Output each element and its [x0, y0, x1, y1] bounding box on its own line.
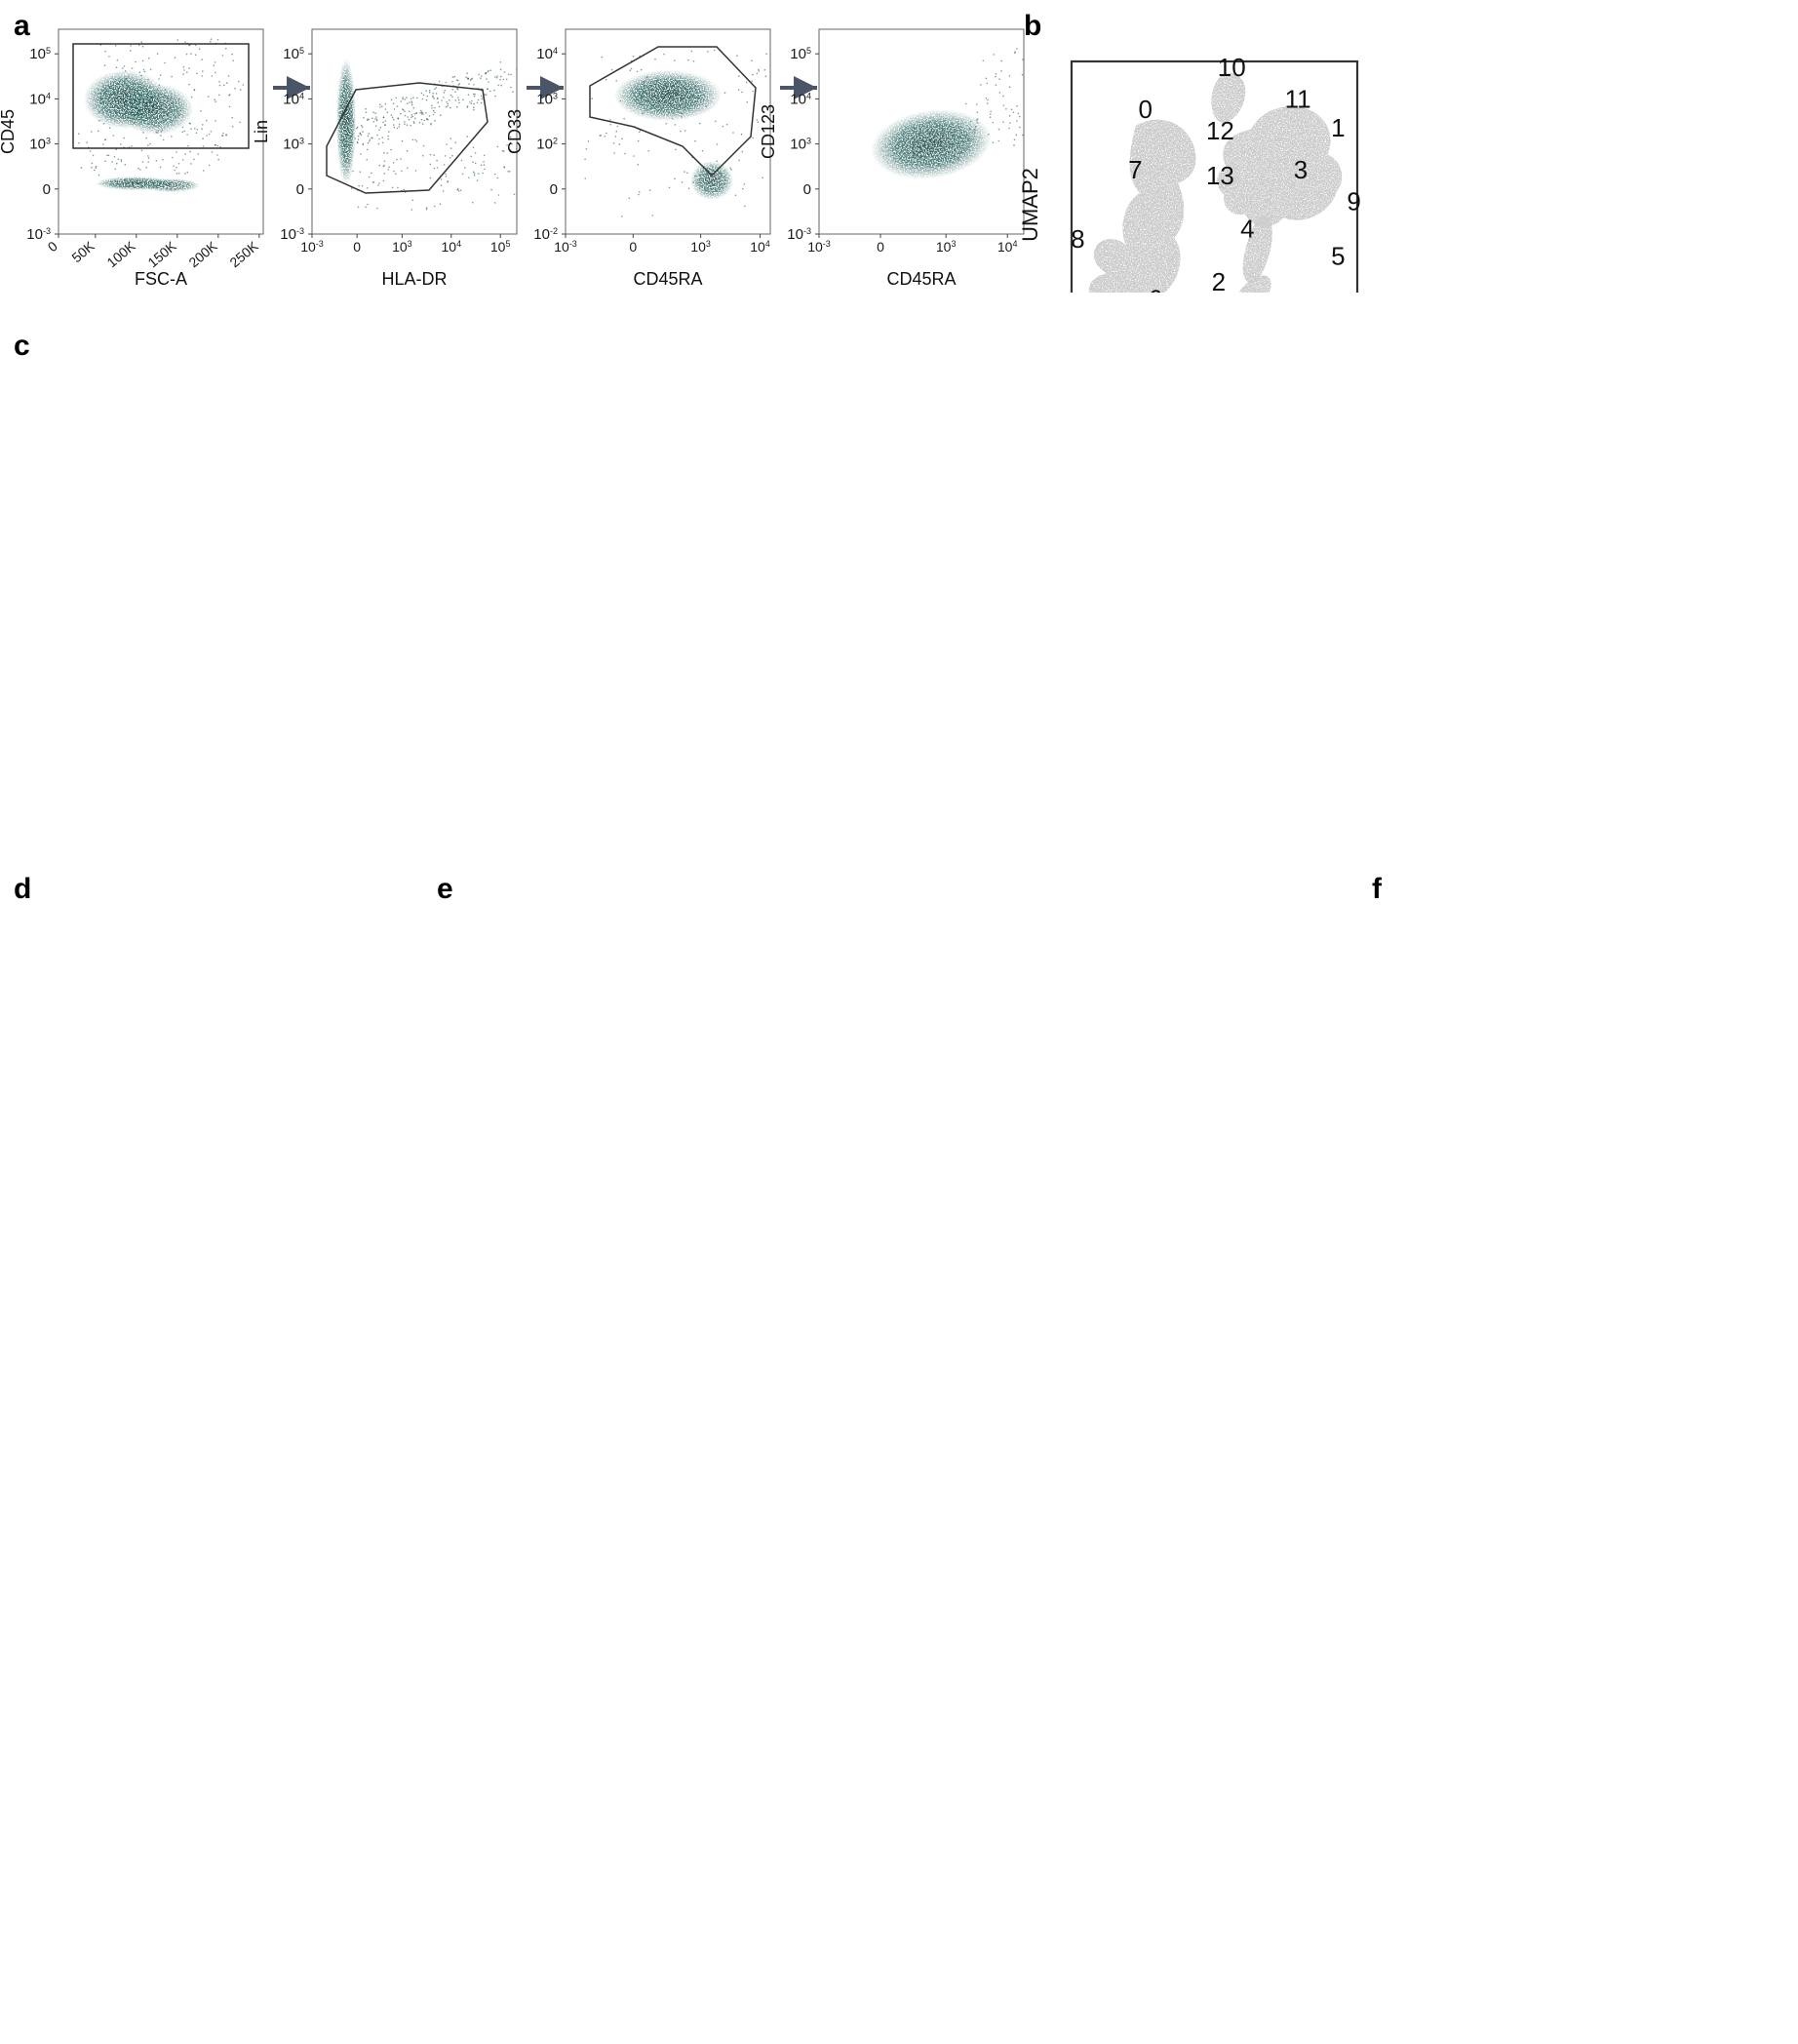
svg-text:4: 4	[1240, 214, 1254, 243]
svg-text:HLA-DR: HLA-DR	[381, 269, 447, 289]
svg-text:CD45RA: CD45RA	[886, 269, 956, 289]
svg-text:9: 9	[1347, 186, 1360, 216]
svg-text:3: 3	[1294, 155, 1308, 184]
svg-text:0: 0	[296, 181, 304, 198]
svg-text:0: 0	[550, 181, 558, 198]
svg-text:105: 105	[790, 46, 811, 62]
svg-text:104: 104	[790, 91, 811, 107]
svg-text:105: 105	[283, 46, 304, 62]
svg-text:100K: 100K	[103, 238, 138, 271]
svg-text:103: 103	[790, 137, 811, 153]
svg-text:1: 1	[1331, 113, 1345, 142]
svg-text:104: 104	[29, 91, 51, 107]
svg-text:103: 103	[392, 239, 412, 255]
svg-text:6: 6	[1149, 285, 1162, 293]
svg-text:104: 104	[442, 239, 462, 255]
svg-text:0: 0	[629, 239, 637, 255]
svg-text:0: 0	[1138, 95, 1152, 124]
svg-text:10-3: 10-3	[554, 239, 577, 255]
svg-text:103: 103	[536, 91, 558, 107]
svg-text:CD45: CD45	[0, 109, 18, 154]
svg-text:150K: 150K	[144, 238, 179, 271]
svg-text:0: 0	[43, 181, 51, 198]
svg-text:CD123: CD123	[759, 104, 778, 159]
svg-text:2: 2	[1212, 267, 1226, 293]
svg-text:0: 0	[803, 181, 811, 198]
svg-text:103: 103	[283, 137, 304, 153]
svg-text:250K: 250K	[226, 238, 261, 271]
svg-text:CD33: CD33	[505, 109, 525, 154]
svg-text:FSC-A: FSC-A	[135, 269, 187, 289]
svg-text:5: 5	[1331, 241, 1345, 270]
svg-text:13: 13	[1206, 161, 1234, 190]
svg-text:0: 0	[45, 238, 60, 255]
svg-text:104: 104	[283, 91, 304, 107]
svg-text:103: 103	[936, 239, 957, 255]
svg-text:105: 105	[490, 239, 511, 255]
svg-text:10-3: 10-3	[807, 239, 831, 255]
svg-text:105: 105	[29, 46, 51, 62]
svg-text:0: 0	[353, 239, 361, 255]
svg-text:104: 104	[750, 239, 770, 255]
svg-text:UMAP2: UMAP2	[1018, 168, 1042, 242]
svg-text:200K: 200K	[185, 238, 220, 271]
svg-text:102: 102	[536, 137, 558, 153]
svg-text:10: 10	[1218, 53, 1246, 82]
svg-text:0: 0	[877, 239, 884, 255]
svg-text:103: 103	[29, 137, 51, 153]
svg-text:10-3: 10-3	[300, 239, 324, 255]
svg-text:12: 12	[1206, 116, 1234, 145]
svg-text:104: 104	[997, 239, 1018, 255]
svg-text:104: 104	[536, 46, 558, 62]
svg-text:7: 7	[1128, 155, 1142, 184]
svg-text:50K: 50K	[68, 238, 98, 266]
svg-text:CD45RA: CD45RA	[633, 269, 702, 289]
svg-text:11: 11	[1285, 85, 1311, 114]
svg-text:8: 8	[1071, 224, 1084, 254]
svg-text:Lin: Lin	[252, 120, 271, 143]
svg-text:103: 103	[690, 239, 711, 255]
